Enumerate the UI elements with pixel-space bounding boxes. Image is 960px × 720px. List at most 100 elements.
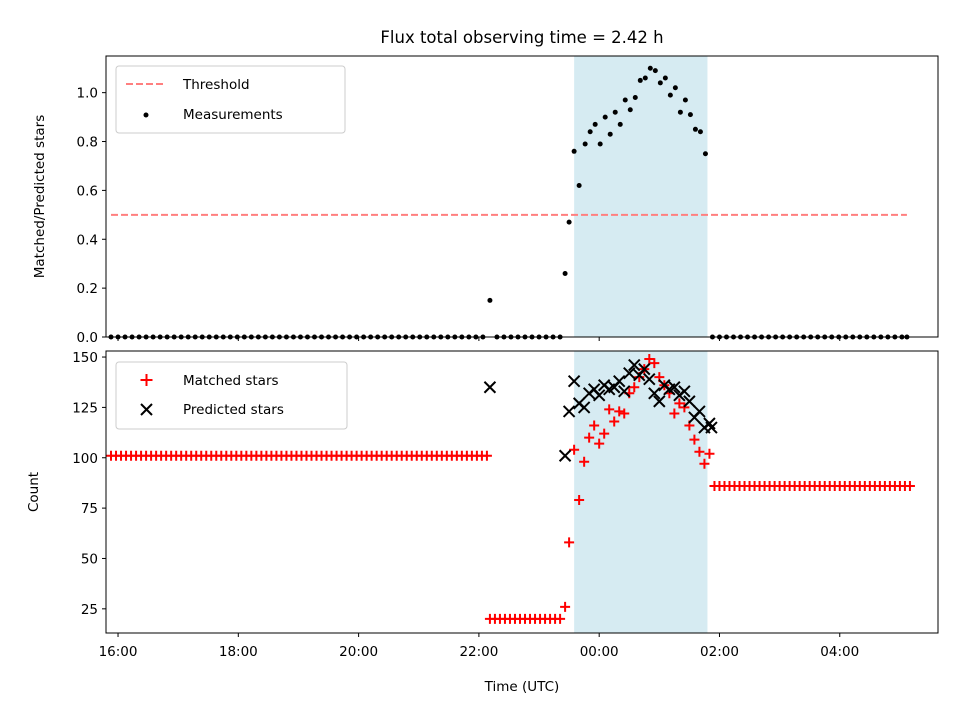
matched-stars-point: [481, 450, 492, 461]
legend-matched-swatch: [140, 374, 153, 386]
matched-stars-point: [564, 537, 575, 548]
top-axes-frame: [105, 55, 939, 338]
measurement-point: [662, 75, 668, 81]
matched-stars-point: [644, 354, 655, 365]
measurement-point: [617, 121, 623, 127]
matched-stars-point: [604, 404, 615, 415]
bottom-x-axis-ticks: 16:00 18:00 20:00 22:00 00:00 02:00 04:00: [99, 633, 859, 660]
measurement-point: [562, 270, 568, 276]
predicted-stars-point: [668, 381, 681, 394]
predicted-stars-point: [648, 387, 661, 400]
matched-stars-point: [614, 406, 625, 417]
bottom-ytick-label: 150: [72, 350, 98, 366]
measurement-point: [582, 141, 588, 147]
matched-stars-point: [649, 358, 660, 369]
matched-stars-point: [674, 398, 685, 409]
bottom-xtick-label: 18:00: [219, 644, 258, 660]
measurement-point: [657, 80, 663, 86]
bottom-legend-box: [115, 361, 348, 430]
predicted-stars-point: [562, 405, 576, 418]
top-ytick-label: 0.0: [77, 330, 98, 346]
measurement-point: [642, 75, 648, 81]
bottom-ytick-label: 25: [81, 602, 98, 618]
matched-stars-point: [699, 458, 710, 469]
legend-predicted-swatch: [140, 403, 153, 416]
matched-stars-point: [689, 434, 700, 445]
matched-stars-point: [904, 480, 915, 491]
bottom-panel: 25 50 75 100 125 150 16:00 18:00 20:00 22:00 00:0…: [26, 350, 939, 695]
top-y-axis-ticks: 0.0 0.2 0.4 0.6 0.8 1.0: [77, 86, 106, 346]
legend-measurements-label: Measurements: [183, 107, 283, 123]
chart-title: Flux total observing time = 2.42 h: [380, 28, 663, 47]
predicted-stars-point: [483, 381, 497, 394]
top-legend-box: [115, 65, 346, 134]
predicted-stars-point: [638, 362, 651, 376]
measurement-point: [697, 129, 703, 135]
measurement-point: [487, 297, 493, 303]
bottom-axes-frame: [105, 350, 939, 634]
measurement-point: [597, 141, 603, 147]
measurement-point: [672, 85, 678, 91]
bottom-y-axis-ticks: 25 50 75 100 125 150: [72, 350, 106, 618]
matched-stars-point: [579, 456, 590, 467]
predicted-stars-point: [592, 389, 606, 402]
top-ytick-label: 0.6: [77, 183, 98, 199]
matched-stars-point: [594, 438, 605, 449]
top-panel: 0.0 0.2 0.4 0.6 0.8 1.0 Matched/Predicted sta…: [32, 55, 939, 346]
legend-matched-label: Matched stars: [183, 373, 279, 389]
predicted-stars-point: [567, 375, 581, 388]
measurement-point: [612, 109, 618, 115]
measurement-point: [602, 114, 608, 120]
matched-stars-point: [609, 416, 620, 427]
matched-stars-point: [694, 446, 705, 457]
measurement-point: [652, 68, 658, 74]
measurement-point: [647, 65, 653, 71]
measurement-point: [607, 131, 613, 137]
count-points: [106, 354, 915, 624]
predicted-stars-point: [558, 449, 572, 462]
top-legend: Threshold Measurements: [115, 65, 346, 134]
legend-predicted-label: Predicted stars: [183, 402, 284, 418]
measurement-point: [566, 219, 572, 225]
bottom-ytick-label: 75: [81, 501, 98, 517]
top-y-axis-label: Matched/Predicted stars: [32, 115, 48, 278]
bottom-ytick-label: 100: [72, 451, 98, 467]
predicted-stars-point: [678, 385, 691, 398]
measurement-points: [108, 65, 910, 340]
measurement-point: [687, 112, 693, 118]
measurement-point: [622, 97, 628, 103]
measurement-point: [667, 92, 673, 98]
bottom-legend: Matched stars Predicted stars: [115, 361, 348, 430]
matched-stars-point: [669, 408, 680, 419]
measurement-point: [571, 148, 577, 154]
predicted-stars-point: [628, 358, 641, 372]
predicted-stars-point: [653, 395, 666, 408]
bottom-xtick-label: 20:00: [339, 644, 378, 660]
bottom-xtick-label: 04:00: [820, 644, 859, 660]
matched-stars-point: [569, 444, 580, 455]
matched-stars-point: [574, 495, 585, 506]
matched-stars-point: [584, 432, 595, 443]
predicted-stars-point: [705, 421, 718, 434]
top-observing-window: [574, 56, 708, 337]
measurement-point: [592, 121, 598, 127]
measurement-point: [587, 129, 593, 135]
measurement-point: [632, 95, 638, 101]
top-ytick-label: 0.2: [77, 281, 98, 297]
bottom-ytick-label: 50: [81, 551, 98, 567]
top-ytick-label: 1.0: [77, 86, 98, 102]
predicted-stars-point: [693, 405, 706, 418]
bottom-ytick-label: 125: [72, 400, 98, 416]
predicted-stars-point: [683, 395, 696, 408]
measurement-point: [692, 126, 698, 132]
matched-stars-point: [555, 613, 566, 624]
predicted-stars-point: [577, 401, 591, 414]
top-ytick-label: 0.8: [77, 135, 98, 151]
matched-stars-point: [679, 402, 690, 413]
predicted-stars-point: [613, 375, 626, 388]
predicted-stars-point: [623, 366, 636, 380]
bottom-y-axis-label: Count: [26, 472, 42, 512]
matched-stars-point: [599, 428, 610, 439]
top-ytick-label: 0.4: [77, 232, 98, 248]
measurement-point: [576, 183, 582, 189]
